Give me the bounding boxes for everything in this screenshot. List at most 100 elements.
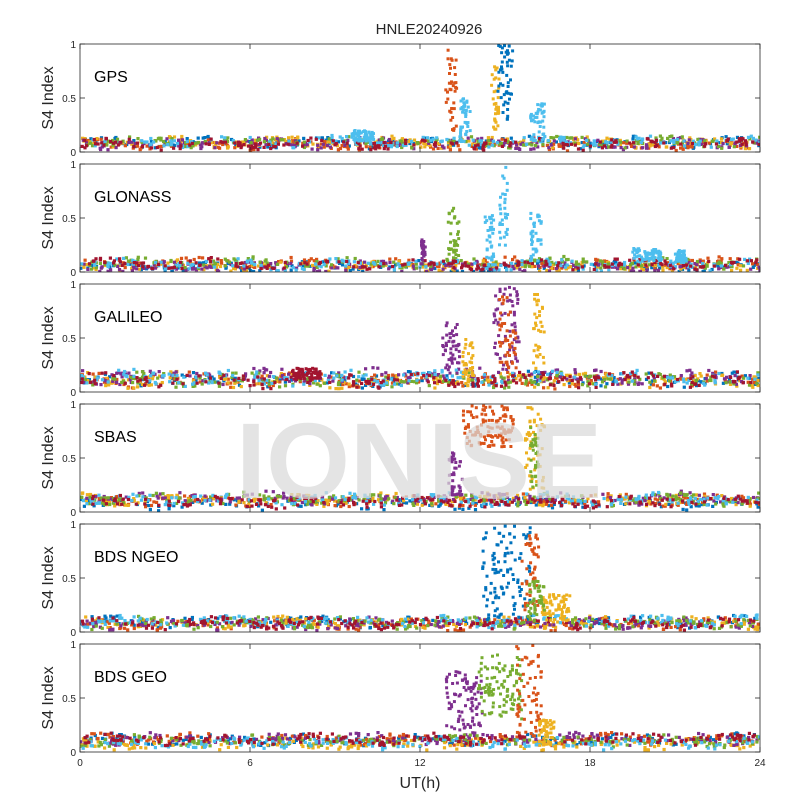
burst-point: [536, 259, 539, 262]
baseline-point: [486, 376, 489, 379]
baseline-point: [89, 493, 92, 496]
burst-point: [500, 96, 503, 99]
baseline-point: [344, 370, 347, 373]
baseline-point: [562, 142, 565, 145]
burst-point: [542, 133, 545, 136]
baseline-point: [601, 380, 604, 383]
baseline-point: [714, 371, 717, 374]
burst-point: [459, 107, 462, 110]
baseline-point: [224, 264, 227, 267]
baseline-point: [345, 135, 348, 138]
burst-point: [448, 72, 451, 75]
baseline-point: [422, 136, 425, 139]
baseline-point: [107, 380, 110, 383]
burst-point: [501, 322, 504, 325]
burst-point: [452, 256, 455, 259]
burst-point: [457, 237, 460, 240]
baseline-point: [404, 142, 407, 145]
burst-point: [499, 328, 502, 331]
baseline-point: [508, 144, 511, 147]
burst-point: [499, 237, 502, 240]
y-axis-label: S4 Index: [40, 186, 57, 249]
baseline-point: [413, 139, 416, 142]
baseline-point: [742, 381, 745, 384]
burst-point: [448, 82, 451, 85]
baseline-point: [104, 137, 107, 140]
baseline-point: [178, 491, 181, 494]
baseline-point: [289, 262, 292, 265]
baseline-point: [206, 266, 209, 269]
baseline-point: [685, 263, 688, 266]
baseline-point: [337, 383, 340, 386]
burst-point: [450, 88, 453, 91]
baseline-point: [237, 377, 240, 380]
baseline-point: [354, 257, 357, 260]
baseline-point: [453, 137, 456, 140]
baseline-point: [619, 377, 622, 380]
burst-point: [498, 243, 501, 246]
baseline-point: [611, 383, 614, 386]
baseline-point: [679, 143, 682, 146]
baseline-point: [94, 142, 97, 145]
burst-point: [543, 331, 546, 334]
burst-point: [442, 353, 445, 356]
baseline-point: [514, 147, 517, 150]
baseline-point: [676, 141, 679, 144]
baseline-point: [235, 262, 238, 265]
baseline-point: [179, 144, 182, 147]
baseline-point: [453, 385, 456, 388]
baseline-point: [213, 266, 216, 269]
baseline-point: [608, 372, 611, 375]
baseline-point: [428, 262, 431, 265]
baseline-point: [439, 375, 442, 378]
baseline-point: [640, 141, 643, 144]
baseline-point: [442, 260, 445, 263]
baseline-point: [425, 270, 428, 273]
baseline-point: [702, 270, 705, 273]
baseline-point: [511, 374, 514, 377]
baseline-point: [324, 270, 327, 273]
baseline-point: [340, 387, 343, 390]
baseline-point: [445, 138, 448, 141]
baseline-point: [373, 374, 376, 377]
baseline-point: [388, 261, 391, 264]
burst-point: [508, 45, 511, 48]
baseline-point: [691, 145, 694, 148]
baseline-point: [542, 386, 545, 389]
baseline-point: [685, 508, 688, 511]
baseline-point: [203, 136, 206, 139]
burst-point: [471, 374, 474, 377]
baseline-point: [571, 268, 574, 271]
burst-point: [499, 196, 502, 199]
burst-point: [466, 125, 469, 128]
baseline-point: [496, 141, 499, 144]
baseline-point: [361, 270, 364, 273]
burst-point: [359, 137, 362, 140]
figure-title: HNLE20240926: [376, 21, 483, 38]
baseline-point: [90, 268, 93, 271]
baseline-point: [510, 137, 513, 140]
baseline-point: [565, 143, 568, 146]
baseline-point: [504, 139, 507, 142]
baseline-point: [127, 141, 130, 144]
baseline-point: [201, 382, 204, 385]
baseline-point: [412, 143, 415, 146]
baseline-point: [447, 262, 450, 265]
baseline-point: [328, 381, 331, 384]
baseline-point: [722, 142, 725, 145]
baseline-point: [113, 378, 116, 381]
baseline-point: [477, 267, 480, 270]
baseline-point: [582, 258, 585, 261]
burst-point: [462, 371, 465, 374]
baseline-point: [487, 145, 490, 148]
baseline-point: [341, 259, 344, 262]
baseline-point: [152, 500, 155, 503]
baseline-point: [605, 265, 608, 268]
burst-point: [467, 352, 470, 355]
baseline-point: [682, 148, 685, 151]
baseline-point: [250, 262, 253, 265]
baseline-point: [666, 376, 669, 379]
